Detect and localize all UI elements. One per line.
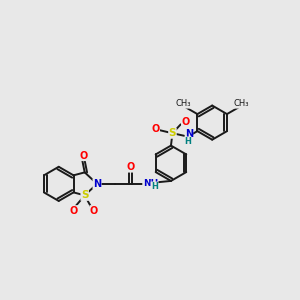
Text: H: H [184,137,191,146]
Text: H: H [151,182,158,191]
Text: CH₃: CH₃ [176,99,191,108]
Text: S: S [169,128,176,138]
Text: N: N [93,179,101,189]
Text: O: O [127,162,135,172]
Text: NH: NH [143,179,158,188]
Text: O: O [90,206,98,216]
Text: CH₃: CH₃ [233,99,249,108]
Text: O: O [151,124,160,134]
Text: O: O [80,151,88,160]
Text: O: O [69,206,78,216]
Text: S: S [81,190,88,200]
Text: O: O [182,117,190,127]
Text: N: N [185,129,193,139]
